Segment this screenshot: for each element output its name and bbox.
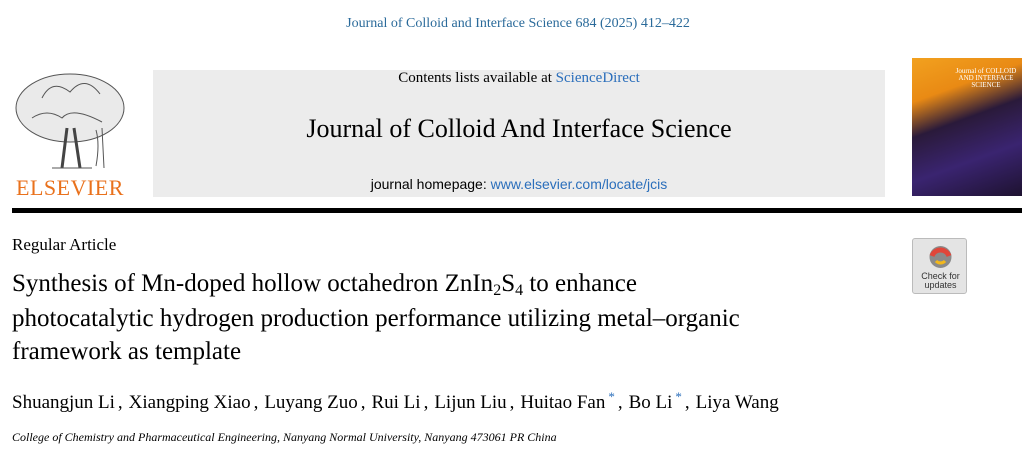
author-separator: , [253, 392, 259, 413]
author-name[interactable]: Xiangping Xiao [128, 392, 251, 413]
author-name[interactable]: Huitao Fan [520, 392, 606, 413]
author-name[interactable]: Shuangjun Li [12, 392, 115, 413]
author-name[interactable]: Luyang Zuo [264, 392, 358, 413]
author-separator: , [423, 392, 429, 413]
title-line: Synthesis of Mn-doped hollow octahedron … [12, 270, 637, 299]
author-name[interactable]: Bo Li [628, 392, 673, 413]
homepage-prefix: journal homepage: [370, 176, 491, 192]
title-text: S [501, 270, 516, 297]
author-separator: , [117, 392, 123, 413]
contents-prefix: Contents lists available at [398, 70, 556, 86]
title-text: to enhance [523, 270, 637, 297]
homepage-link[interactable]: www.elsevier.com/locate/jcis [490, 176, 668, 192]
check-updates-label: Check for updates [921, 271, 960, 290]
title-line: photocatalytic hydrogen production perfo… [12, 305, 740, 332]
article-type: Regular Article [12, 235, 117, 254]
author-separator: , [509, 392, 515, 413]
author-name[interactable]: Liya Wang [695, 392, 779, 413]
title-text: Synthesis of Mn-doped hollow octahedron … [12, 270, 494, 297]
check-updates-badge[interactable]: Check for updates [912, 238, 967, 294]
header-rule [12, 208, 1022, 213]
journal-cover[interactable]: Journal of COLLOID AND INTERFACE SCIENCE [912, 58, 1022, 196]
author-name[interactable]: Rui Li [371, 392, 421, 413]
title-subscript: 2 [493, 282, 502, 299]
citation: Journal of Colloid and Interface Science… [346, 16, 690, 31]
journal-banner: Contents lists available at ScienceDirec… [153, 70, 885, 197]
journal-title: Journal of Colloid And Interface Science [306, 114, 732, 143]
contents-line: Contents lists available at ScienceDirec… [153, 70, 885, 87]
affiliation: College of Chemistry and Pharmaceutical … [12, 430, 557, 444]
author-name[interactable]: Lijun Liu [434, 392, 507, 413]
author-list: Shuangjun Li, Xiangping Xiao, Luyang Zuo, R… [12, 388, 779, 414]
title-subscript: 4 [515, 282, 524, 299]
check-updates-icon [929, 246, 952, 268]
author-separator: , [684, 392, 690, 413]
author-note: * [675, 388, 682, 404]
homepage-line: journal homepage: www.elsevier.com/locat… [153, 176, 885, 192]
cover-title: Journal of COLLOID AND INTERFACE SCIENCE [955, 67, 1017, 89]
author-separator: , [360, 392, 366, 413]
publisher-name: ELSEVIER [16, 175, 124, 200]
title-line: framework as template [12, 338, 242, 365]
sciencedirect-link[interactable]: ScienceDirect [555, 70, 640, 86]
author-separator: , [617, 392, 623, 413]
author-note: * [608, 388, 615, 404]
elsevier-logo [15, 73, 125, 169]
